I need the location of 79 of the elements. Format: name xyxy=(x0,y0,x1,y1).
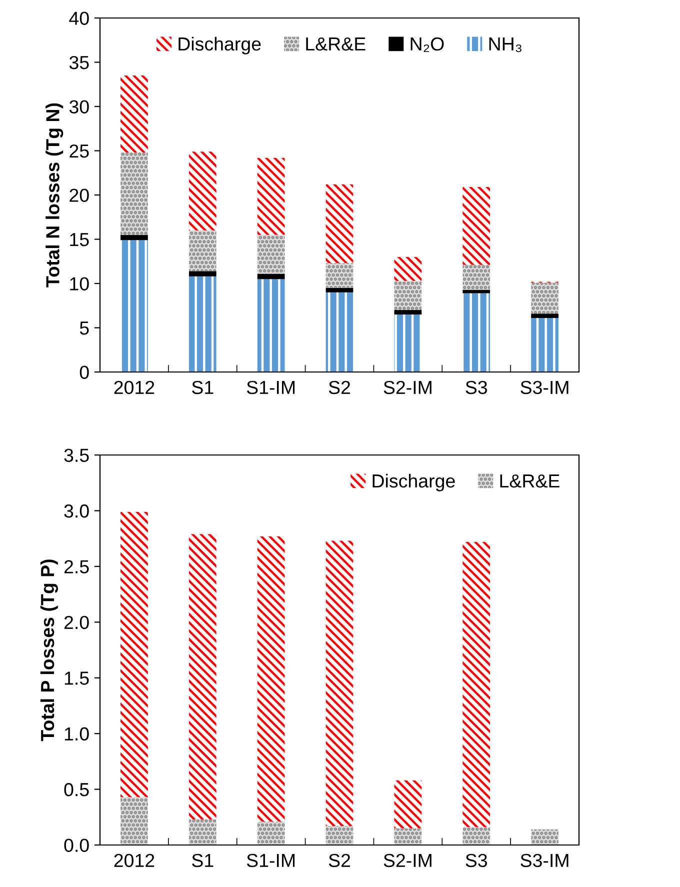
bar xyxy=(462,264,490,290)
y-tick-label: 2.5 xyxy=(64,560,89,574)
bar xyxy=(394,280,422,310)
y-axis-title: Total N losses (Tg N) xyxy=(46,103,64,288)
bar xyxy=(326,263,354,288)
x-tick-label: 2012 xyxy=(114,854,154,868)
x-tick-label: S1 xyxy=(192,854,214,868)
y-tick-label: 25 xyxy=(70,144,89,158)
bar xyxy=(326,540,354,826)
bar xyxy=(326,288,354,292)
x-tick-label: S1-IM xyxy=(246,854,295,868)
bar xyxy=(120,240,148,372)
y-tick-label: 35 xyxy=(69,56,89,70)
y-tick-label: 0.5 xyxy=(64,782,89,796)
bar xyxy=(326,826,354,845)
bar xyxy=(462,293,490,372)
y-tick-label: 30 xyxy=(69,100,89,114)
x-tick-label: S2 xyxy=(328,380,350,394)
y-tick-label: 3.5 xyxy=(64,448,89,462)
legend-label: NH₃ xyxy=(489,38,522,52)
legend-label: Discharge xyxy=(372,474,455,492)
bar xyxy=(257,234,285,274)
bar xyxy=(188,271,216,276)
y-tick-label: 2.0 xyxy=(64,616,89,630)
bar xyxy=(120,76,148,153)
bar xyxy=(188,819,216,845)
bar xyxy=(326,292,354,372)
x-tick-label: S3 xyxy=(466,854,487,868)
bar xyxy=(394,780,422,828)
x-tick-label: S1-IM xyxy=(246,380,295,394)
bar xyxy=(257,158,285,235)
x-tick-label: S2 xyxy=(328,854,350,868)
bar xyxy=(188,276,216,372)
bar xyxy=(394,310,422,314)
bar xyxy=(531,829,558,845)
bar xyxy=(188,230,216,272)
bar xyxy=(120,234,148,240)
bar xyxy=(257,536,285,822)
y-tick-label: 1.5 xyxy=(64,672,89,685)
bar xyxy=(188,534,216,820)
x-tick-label: S3 xyxy=(466,380,487,394)
x-tick-label: S3-IM xyxy=(520,854,568,868)
bar xyxy=(462,827,490,845)
x-tick-label: S1 xyxy=(192,380,214,394)
bar xyxy=(257,274,285,280)
bar xyxy=(531,314,558,318)
bar xyxy=(531,318,558,372)
bar xyxy=(394,256,422,281)
legend-label: N₂O xyxy=(410,37,444,52)
y-tick-label: 20 xyxy=(70,188,89,202)
bar xyxy=(257,822,285,845)
bar xyxy=(188,152,216,230)
x-tick-label: S3-IM xyxy=(520,380,568,394)
legend-label: Discharge xyxy=(178,36,261,54)
legend-label: L&R&E xyxy=(306,37,366,51)
bar xyxy=(394,828,422,845)
y-tick-label: 5 xyxy=(80,322,89,335)
y-tick-label: 15 xyxy=(70,233,89,246)
bar xyxy=(120,512,148,798)
y-tick-label: 1.0 xyxy=(64,727,89,741)
y-tick-label: 3.0 xyxy=(64,504,89,518)
bar xyxy=(531,282,558,314)
y-axis-title: Total P losses (Tg P) xyxy=(40,560,58,742)
y-tick-label: 40 xyxy=(69,12,89,25)
y-tick-label: 10 xyxy=(70,277,89,290)
bar xyxy=(257,279,285,372)
bar xyxy=(462,187,490,265)
bar xyxy=(326,184,354,264)
bar xyxy=(394,314,422,372)
legend-label: L&R&E xyxy=(500,474,560,488)
bar xyxy=(462,542,490,828)
x-tick-label: S2-IM xyxy=(384,380,432,394)
bar xyxy=(120,797,148,845)
x-tick-label: 2012 xyxy=(114,380,154,394)
bar xyxy=(120,152,148,235)
bar xyxy=(462,290,490,294)
y-tick-label: 0.0 xyxy=(64,838,89,852)
x-tick-label: S2-IM xyxy=(384,854,432,868)
y-tick-label: 0 xyxy=(80,366,89,379)
